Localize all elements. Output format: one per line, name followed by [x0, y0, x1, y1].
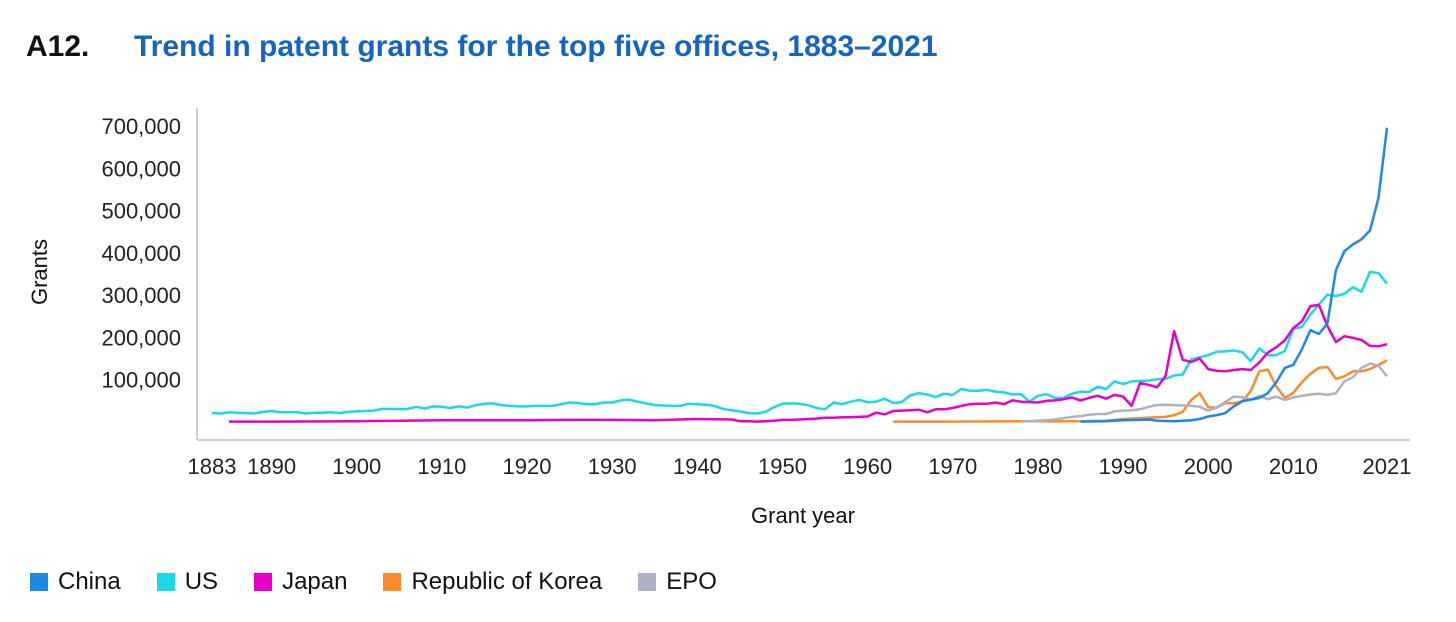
y-tick-label: 300,000: [101, 283, 181, 308]
series-layer: [211, 127, 1389, 423]
y-tick-label: 700,000: [101, 114, 181, 139]
x-tick-label: 1883: [188, 454, 237, 479]
x-tick-label: 2021: [1363, 454, 1412, 479]
figure-number: A12.: [26, 30, 90, 63]
x-tick-label: 1990: [1099, 454, 1148, 479]
x-axis-title: Grant year: [751, 503, 855, 528]
legend-item-us: US: [156, 568, 219, 596]
x-tick-label: 1940: [673, 454, 722, 479]
line-chart: 100,000 200,000 300,000 400,000 500,000 600,0…: [27, 108, 1411, 528]
legend-label-republic-of-korea: Republic of Korea: [411, 568, 603, 595]
series-line-us: [211, 270, 1388, 415]
chart-axes: [196, 108, 1410, 441]
x-tick-label: 1960: [843, 454, 892, 479]
chart-legend: China US Japan Republic of Korea EPO: [30, 568, 753, 596]
x-tick-label: 1980: [1013, 454, 1062, 479]
legend-swatch-us: [156, 573, 175, 591]
legend-swatch-republic-of-korea: [383, 573, 402, 591]
legend-swatch-china: [30, 573, 48, 591]
figure-title: Trend in patent grants for the top five …: [134, 30, 938, 63]
y-tick-label: 200,000: [101, 325, 181, 350]
legend-item-japan: Japan: [254, 568, 347, 596]
legend-label-japan: Japan: [282, 568, 348, 595]
y-tick-label: 600,000: [101, 156, 181, 181]
legend-label-us: US: [184, 568, 219, 595]
series-line-japan: [229, 303, 1388, 423]
x-tick-label: 1950: [758, 454, 807, 479]
tick-labels: 100,000 200,000 300,000 400,000 500,000 600,0…: [101, 114, 1411, 479]
x-tick-label: 2000: [1184, 454, 1233, 479]
series-line-epo: [1020, 362, 1388, 423]
legend-item-epo: EPO: [638, 568, 717, 596]
legend-swatch-japan: [254, 573, 273, 591]
y-tick-label: 100,000: [101, 368, 181, 393]
legend-item-china: China: [30, 568, 121, 596]
x-tick-label: 1910: [417, 454, 466, 479]
legend-label-china: China: [58, 568, 121, 595]
x-tick-label: 2010: [1269, 454, 1318, 479]
x-tick-label: 1970: [928, 454, 977, 479]
y-tick-label: 500,000: [101, 199, 181, 224]
x-tick-label: 1930: [588, 454, 637, 479]
legend-item-republic-of-korea: Republic of Korea: [383, 568, 602, 596]
y-axis-title: Grants: [27, 239, 52, 305]
x-tick-label: 1920: [503, 454, 552, 479]
x-tick-label: 1900: [332, 454, 381, 479]
series-line-china: [1080, 127, 1389, 423]
y-tick-label: 400,000: [101, 241, 181, 266]
x-tick-label: 1890: [247, 454, 296, 479]
legend-label-epo: EPO: [666, 568, 717, 595]
legend-swatch-epo: [638, 573, 657, 591]
